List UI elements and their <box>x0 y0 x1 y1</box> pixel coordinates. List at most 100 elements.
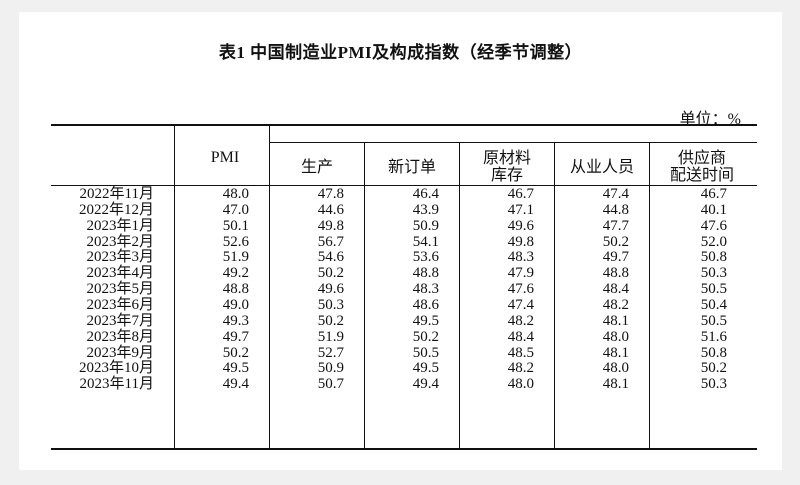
table-cell: 48.0 <box>222 186 249 202</box>
table-cell: 40.1 <box>700 201 727 218</box>
table-cell: 54.6 <box>317 249 344 266</box>
table-cell: 49.7 <box>222 328 249 345</box>
table-cell: 47.8 <box>317 186 344 202</box>
table-cell: 50.2 <box>602 233 629 250</box>
table-cell: 49.5 <box>412 360 439 377</box>
table-cell: 51.6 <box>700 328 727 345</box>
table-cell: 47.1 <box>507 201 534 218</box>
header-bottom-rule <box>51 185 757 186</box>
top-rule <box>51 124 757 126</box>
table-cell: 49.2 <box>222 265 249 282</box>
table-cell: 50.2 <box>412 328 439 345</box>
table-cell: 50.4 <box>700 296 727 313</box>
table-cell: 50.5 <box>412 344 439 361</box>
row-month-label: 2023年7月 <box>86 312 154 329</box>
row-month-label: 2022年11月 <box>79 186 154 202</box>
table-cell: 49.4 <box>412 376 439 393</box>
column-divider <box>459 143 460 448</box>
row-month-label: 2023年8月 <box>86 328 154 345</box>
table-cell: 48.3 <box>412 281 439 298</box>
table-cell: 46.7 <box>507 186 534 202</box>
table-cell: 52.6 <box>222 233 249 250</box>
table-cell: 43.9 <box>412 201 439 218</box>
table-cell: 47.7 <box>602 217 629 234</box>
row-month-label: 2023年4月 <box>86 265 154 282</box>
table-cell: 50.3 <box>317 296 344 313</box>
header-pmi: PMI <box>210 149 240 166</box>
table-cell: 50.8 <box>700 249 727 266</box>
document-card: 表1 中国制造业PMI及构成指数（经季节调整） 单位：% PMI 生产 新订单 … <box>19 12 782 470</box>
table-cell: 49.3 <box>222 312 249 329</box>
table-cell: 48.1 <box>602 312 629 329</box>
table-cell: 49.0 <box>222 296 249 313</box>
table-cell: 48.4 <box>602 281 629 298</box>
table-cell: 48.0 <box>602 328 629 345</box>
table-cell: 48.8 <box>602 265 629 282</box>
table-cell: 48.1 <box>602 376 629 393</box>
table-cell: 56.7 <box>317 233 344 250</box>
table-cell: 47.4 <box>507 296 534 313</box>
table-cell: 48.5 <box>507 344 534 361</box>
table-cell: 48.0 <box>507 376 534 393</box>
header-supplier-delivery-time: 供应商 配送时间 <box>669 150 734 184</box>
table-cell: 51.9 <box>317 328 344 345</box>
table-cell: 52.0 <box>700 233 727 250</box>
row-month-label: 2023年6月 <box>86 296 154 313</box>
table-cell: 46.7 <box>700 186 727 202</box>
row-month-label: 2022年12月 <box>78 201 154 218</box>
table-cell: 47.4 <box>602 186 629 202</box>
table-cell: 47.6 <box>700 217 727 234</box>
table-cell: 48.2 <box>507 360 534 377</box>
table-cell: 48.6 <box>412 296 439 313</box>
bottom-rule <box>51 448 757 450</box>
header-employment: 从业人员 <box>569 159 634 176</box>
table-cell: 49.5 <box>412 312 439 329</box>
row-month-label: 2023年2月 <box>86 233 154 250</box>
table-cell: 48.8 <box>412 265 439 282</box>
row-month-label: 2023年9月 <box>86 344 154 361</box>
table-cell: 50.2 <box>317 265 344 282</box>
table-cell: 49.6 <box>507 217 534 234</box>
table-cell: 49.8 <box>317 217 344 234</box>
row-month-label: 2023年5月 <box>86 281 154 298</box>
table-cell: 48.0 <box>602 360 629 377</box>
table-cell: 54.1 <box>412 233 439 250</box>
table-cell: 50.5 <box>700 312 727 329</box>
header-sub-rule <box>269 142 757 143</box>
table-cell: 49.7 <box>602 249 629 266</box>
table-cell: 49.4 <box>222 376 249 393</box>
table-cell: 48.2 <box>602 296 629 313</box>
table-cell: 50.8 <box>700 344 727 361</box>
table-cell: 49.8 <box>507 233 534 250</box>
column-divider <box>174 125 175 448</box>
table-cell: 44.6 <box>317 201 344 218</box>
row-month-label: 2023年10月 <box>78 360 154 377</box>
table-cell: 53.6 <box>412 249 439 266</box>
column-divider <box>554 143 555 448</box>
table-cell: 47.6 <box>507 281 534 298</box>
table-cell: 49.5 <box>222 360 249 377</box>
table-cell: 50.9 <box>412 217 439 234</box>
table-title: 表1 中国制造业PMI及构成指数（经季节调整） <box>218 43 583 62</box>
table-cell: 50.5 <box>700 281 727 298</box>
table-cell: 50.1 <box>222 217 249 234</box>
table-cell: 49.6 <box>317 281 344 298</box>
header-production: 生产 <box>300 159 333 176</box>
table-cell: 50.2 <box>317 312 344 329</box>
row-month-label: 2023年3月 <box>86 249 154 266</box>
header-new-orders: 新订单 <box>387 159 436 176</box>
table-cell: 48.8 <box>222 281 249 298</box>
table-cell: 48.3 <box>507 249 534 266</box>
table-cell: 50.9 <box>317 360 344 377</box>
column-divider <box>649 143 650 448</box>
table-cell: 47.0 <box>222 201 249 218</box>
table-cell: 50.2 <box>700 360 727 377</box>
row-month-label: 2023年11月 <box>79 376 154 393</box>
table-cell: 50.7 <box>317 376 344 393</box>
table-cell: 48.4 <box>507 328 534 345</box>
table-cell: 47.9 <box>507 265 534 282</box>
table-cell: 50.2 <box>222 344 249 361</box>
table-cell: 44.8 <box>602 201 629 218</box>
column-divider <box>269 125 270 448</box>
header-raw-material-inventory: 原材料 库存 <box>482 150 531 184</box>
